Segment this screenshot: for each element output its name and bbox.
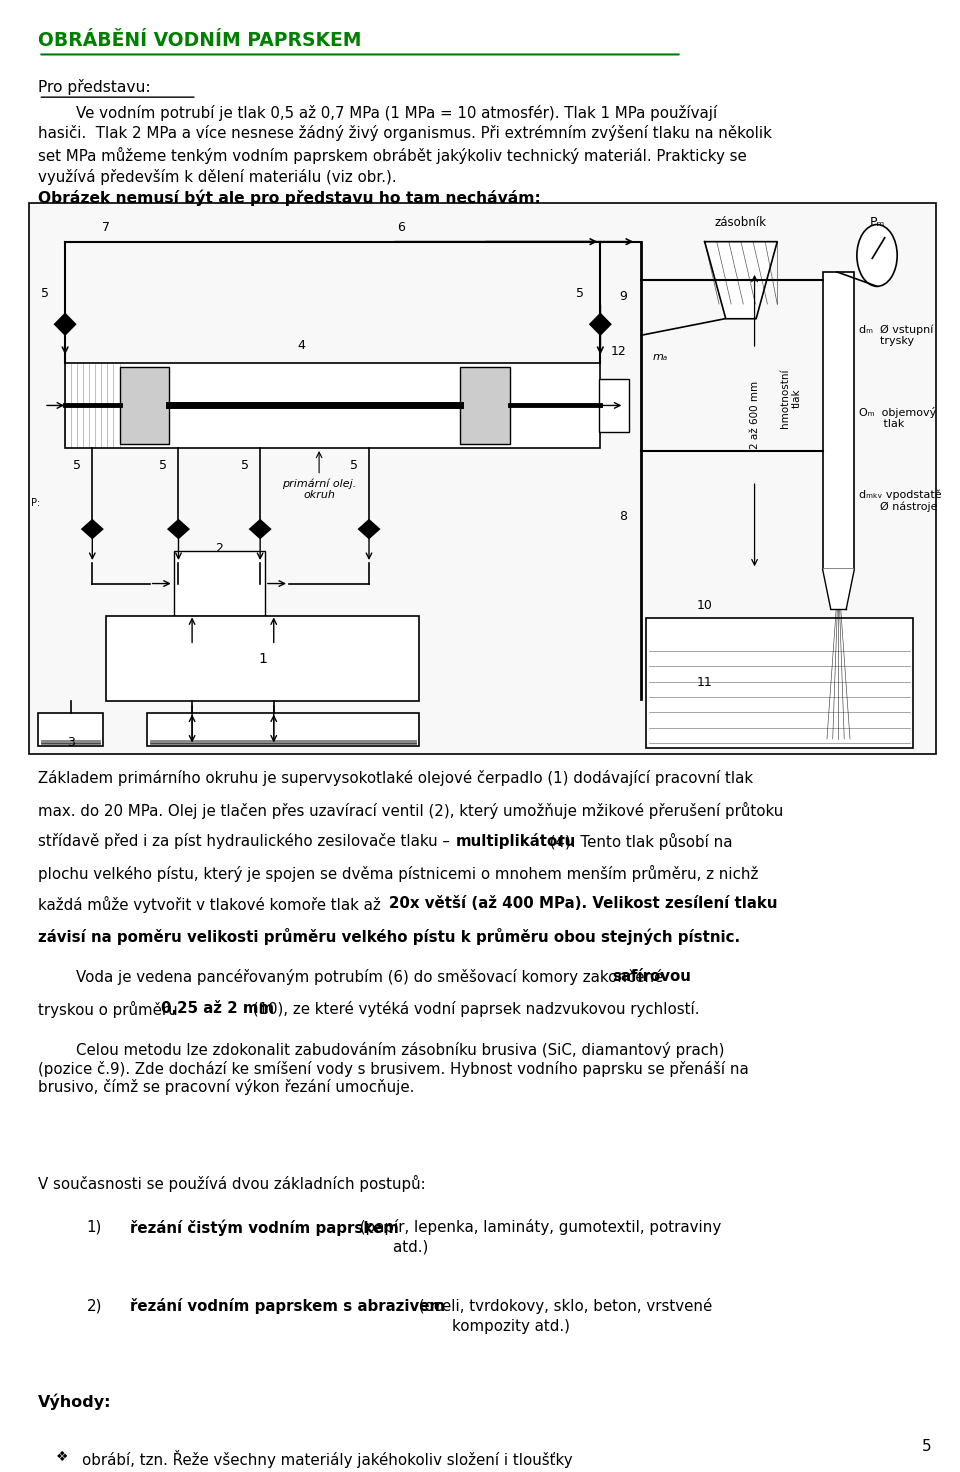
Bar: [29, 203, 936, 754]
Text: obrábí, tzn. Řeže všechny materiály jakéhokoliv složení i tloušťky: obrábí, tzn. Řeže všechny materiály jaké…: [82, 1450, 572, 1468]
Text: Pₘ: Pₘ: [870, 216, 885, 230]
Text: dₘ  Ø vstupní
      trysky: dₘ Ø vstupní trysky: [859, 324, 933, 346]
Text: 5: 5: [349, 459, 358, 473]
Text: dₘₖᵥ vpodstatě
      Ø nástroje: dₘₖᵥ vpodstatě Ø nástroje: [859, 489, 942, 512]
Bar: [37, 712, 103, 746]
Polygon shape: [249, 518, 272, 539]
Polygon shape: [167, 518, 190, 539]
Text: 0,25 až 2 mm: 0,25 až 2 mm: [161, 1001, 275, 1016]
Text: 8: 8: [619, 511, 627, 524]
Text: (papír, lepenka, lamináty, gumotextil, potraviny
        atd.): (papír, lepenka, lamináty, gumotextil, p…: [355, 1219, 722, 1254]
Bar: [174, 551, 265, 615]
Text: multiplikátoru: multiplikátoru: [456, 833, 576, 849]
Bar: [823, 272, 854, 570]
Polygon shape: [705, 241, 778, 319]
Bar: [646, 618, 913, 748]
Bar: [599, 378, 629, 431]
Text: 2 až 600 mm: 2 až 600 mm: [750, 381, 759, 449]
Text: max. do 20 MPa. Olej je tlačen přes uzavírací ventil (2), který umožňuje mžikové: max. do 20 MPa. Olej je tlačen přes uzav…: [38, 801, 783, 818]
Bar: [106, 615, 419, 701]
Text: safírovou: safírovou: [612, 969, 691, 985]
Text: 3: 3: [66, 736, 75, 749]
Polygon shape: [54, 312, 77, 336]
Text: 6: 6: [396, 221, 405, 234]
Text: střídavě před i za píst hydraulického zesilovače tlaku –: střídavě před i za píst hydraulického ze…: [38, 833, 455, 849]
Text: 2: 2: [215, 542, 224, 555]
Bar: [119, 367, 169, 443]
Text: Voda je vedena pancéřovaným potrubím (6) do směšovací komory zakončené: Voda je vedena pancéřovaným potrubím (6)…: [38, 969, 668, 985]
Bar: [65, 362, 600, 447]
Text: (4). Tento tlak působí na: (4). Tento tlak působí na: [545, 833, 732, 851]
Text: mₐ: mₐ: [653, 352, 668, 362]
Text: 2): 2): [86, 1298, 102, 1313]
Polygon shape: [357, 518, 380, 539]
Text: zásobník: zásobník: [715, 216, 767, 230]
Text: 4: 4: [297, 339, 305, 352]
Polygon shape: [588, 312, 612, 336]
Text: 5: 5: [159, 459, 167, 473]
Text: závisí na poměru velikosti průměru velkého pístu k průměru obou stejných pístnic: závisí na poměru velikosti průměru velké…: [38, 929, 740, 945]
Bar: [460, 367, 510, 443]
Text: OBRÁBĚNÍ VODNÍM PAPRSKEM: OBRÁBĚNÍ VODNÍM PAPRSKEM: [38, 31, 362, 50]
Text: Výhody:: Výhody:: [38, 1394, 112, 1410]
Polygon shape: [81, 518, 104, 539]
Text: primární olej.
okruh: primární olej. okruh: [282, 478, 356, 500]
Text: každá může vytvořit v tlakové komoře tlak až: každá může vytvořit v tlakové komoře tla…: [38, 896, 386, 914]
Text: 5: 5: [41, 287, 49, 300]
Text: plochu velkého pístu, který je spojen se dvěma pístnicemi o mnohem menším průměr: plochu velkého pístu, který je spojen se…: [38, 866, 758, 882]
Text: Celou metodu lze zdokonalit zabudováním zásobníku brusiva (SiC, diamantový prach: Celou metodu lze zdokonalit zabudováním …: [38, 1042, 749, 1095]
Text: hmotnostní
tlak: hmotnostní tlak: [780, 369, 802, 428]
Text: 5: 5: [241, 459, 249, 473]
Text: Ve vodním potrubí je tlak 0,5 až 0,7 MPa (1 MPa = 10 atmosfér). Tlak 1 MPa použí: Ve vodním potrubí je tlak 0,5 až 0,7 MPa…: [38, 105, 772, 184]
Polygon shape: [823, 570, 854, 609]
Text: V současnosti se používá dvou základních postupů:: V současnosti se používá dvou základních…: [38, 1175, 426, 1192]
Circle shape: [857, 225, 898, 287]
Text: 11: 11: [697, 676, 712, 689]
Text: Obrázek nemusí být ale pro představu ho tam nechávám:: Obrázek nemusí být ale pro představu ho …: [38, 190, 541, 206]
Text: Základem primárního okruhu je supervysokotlaké olejové čerpadlo (1) dodávající p: Základem primárního okruhu je supervysok…: [38, 770, 754, 786]
Text: 20x větší (až 400 MPa). Velikost zesílení tlaku: 20x větší (až 400 MPa). Velikost zesílen…: [389, 896, 778, 911]
Text: P:: P:: [31, 499, 40, 508]
Text: 5: 5: [73, 459, 81, 473]
Text: 12: 12: [611, 346, 627, 358]
Text: Pro představu:: Pro představu:: [38, 79, 151, 96]
Text: 5: 5: [922, 1440, 931, 1454]
Text: (oceli, tvrdokovy, sklo, beton, vrstvené
        kompozity atd.): (oceli, tvrdokovy, sklo, beton, vrstvené…: [414, 1298, 712, 1334]
Text: řezání čistým vodním paprskem: řezání čistým vodním paprskem: [130, 1219, 398, 1236]
Bar: [147, 712, 419, 746]
Text: 5: 5: [576, 287, 585, 300]
Text: 9: 9: [619, 290, 627, 303]
Text: tryskou o průměru: tryskou o průměru: [38, 1001, 182, 1019]
Text: 1: 1: [258, 652, 267, 665]
Text: ❖: ❖: [56, 1450, 69, 1465]
Text: 7: 7: [102, 221, 109, 234]
Text: 1): 1): [86, 1219, 102, 1234]
Text: Oₘ  objemový
       tlak: Oₘ objemový tlak: [859, 406, 936, 430]
Text: (10), ze které vytéká vodní paprsek nadzvukovou rychlostí.: (10), ze které vytéká vodní paprsek nadz…: [248, 1001, 699, 1017]
Text: 10: 10: [697, 599, 712, 611]
Text: řezání vodním paprskem s abrazivem: řezání vodním paprskem s abrazivem: [130, 1298, 444, 1314]
